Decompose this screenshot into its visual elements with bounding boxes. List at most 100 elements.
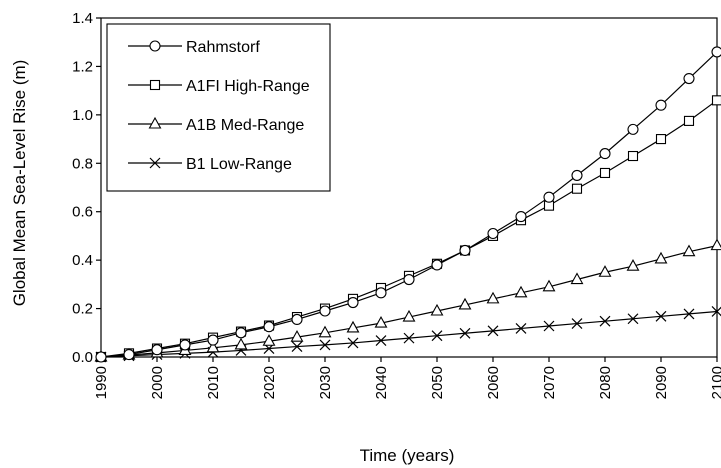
marker-circle (207, 334, 219, 346)
marker-square (711, 95, 721, 106)
marker-circle (263, 321, 275, 333)
marker-circle (459, 244, 471, 257)
marker-triangle (458, 297, 472, 310)
marker-square (149, 79, 161, 91)
marker-triangle (710, 238, 721, 251)
marker-x (319, 339, 331, 351)
marker-triangle (514, 285, 528, 298)
marker-circle (655, 99, 667, 111)
marker-square (655, 134, 667, 145)
marker-circle (515, 211, 527, 223)
y-tick-label: 1.4 (72, 10, 93, 27)
legend-entry: Rahmstorf (128, 39, 260, 56)
y-tick-label: 1.2 (72, 58, 93, 75)
marker-triangle (206, 340, 220, 353)
marker-x (599, 315, 611, 327)
marker-triangle (542, 279, 556, 292)
marker-triangle (346, 320, 360, 333)
marker-square (571, 183, 583, 194)
plot-area-frame (100, 17, 718, 358)
x-tick-label: 2060 (485, 366, 502, 399)
marker-triangle (234, 337, 248, 350)
marker-x (431, 330, 443, 342)
marker-circle (571, 169, 583, 181)
marker-circle (403, 273, 415, 286)
y-tick-label: 0.8 (72, 155, 93, 172)
marker-circle (291, 313, 303, 326)
marker-x (487, 325, 499, 337)
x-axis-label: Time (years) (360, 446, 455, 465)
x-tick-label: 1990 (93, 366, 110, 399)
marker-circle (487, 227, 499, 240)
legend-entry: B1 Low-Range (128, 156, 292, 173)
marker-circle (319, 305, 331, 317)
marker-x (711, 306, 721, 317)
x-tick-label: 2050 (429, 366, 446, 399)
marker-circle (711, 46, 721, 58)
marker-x (347, 337, 359, 349)
legend: Rahmstorf A1FI High-Range A1B Med-Range B1 … (106, 23, 331, 192)
marker-x (627, 313, 639, 325)
marker-triangle (654, 251, 668, 264)
marker-circle (179, 339, 191, 351)
marker-x (543, 320, 555, 332)
legend-label: A1B Med-Range (186, 117, 304, 134)
x-tick-label: 2070 (541, 366, 558, 399)
marker-circle (95, 351, 107, 363)
x-tick-label: 2080 (597, 366, 614, 399)
marker-x (149, 157, 161, 169)
axes-layer: 0.0 0.2 0.4 0.6 0.8 1.0 1.2 1.4 1990 2000 2010 2020… (72, 10, 721, 399)
marker-triangle (374, 315, 388, 328)
legend-entry: A1FI High-Range (128, 78, 310, 95)
marker-x (459, 327, 471, 339)
marker-circle (431, 259, 443, 271)
marker-triangle (430, 303, 444, 316)
series-line (100, 245, 718, 358)
marker-circle (599, 148, 611, 160)
marker-circle (683, 72, 695, 85)
marker-x (375, 335, 387, 346)
marker-x (571, 318, 583, 330)
x-tick-label: 2000 (149, 366, 166, 399)
marker-x (515, 323, 527, 334)
marker-triangle (682, 244, 696, 257)
y-tick-label: 1.0 (72, 107, 93, 124)
y-tick-label: 0.6 (72, 204, 93, 221)
marker-circle (151, 344, 163, 356)
series-rahmstorf (95, 46, 721, 363)
marker-circle (235, 327, 247, 339)
marker-triangle (570, 272, 584, 285)
y-tick-label: 0.2 (72, 301, 93, 318)
x-tick-label: 2040 (373, 366, 390, 399)
series-layer (94, 46, 721, 363)
legend-label: B1 Low-Range (186, 156, 292, 173)
marker-x (655, 310, 667, 322)
marker-triangle (290, 330, 304, 342)
marker-circle (149, 40, 161, 52)
marker-circle (375, 287, 387, 299)
marker-triangle (402, 309, 416, 322)
x-tick-label: 2030 (317, 366, 334, 399)
marker-x (683, 308, 695, 320)
marker-x (403, 332, 415, 344)
marker-circle (543, 191, 555, 203)
marker-triangle (318, 325, 332, 338)
marker-square (599, 167, 611, 179)
y-tick-label: 0.0 (72, 349, 93, 366)
x-tick-label: 2100 (709, 366, 721, 399)
marker-triangle (486, 291, 500, 304)
marker-square (683, 115, 695, 126)
marker-triangle (148, 116, 162, 129)
x-tick-label: 2020 (261, 366, 278, 399)
marker-circle (347, 296, 359, 309)
marker-circle (123, 349, 135, 361)
legend-label: A1FI High-Range (186, 78, 310, 95)
marker-square (627, 150, 639, 162)
marker-triangle (598, 265, 612, 277)
marker-x (291, 341, 303, 353)
y-axis-label: Global Mean Sea-Level Rise (m) (10, 60, 29, 307)
x-tick-label: 2010 (205, 366, 222, 399)
legend-entry: A1B Med-Range (128, 116, 304, 134)
legend-label: Rahmstorf (186, 39, 260, 56)
